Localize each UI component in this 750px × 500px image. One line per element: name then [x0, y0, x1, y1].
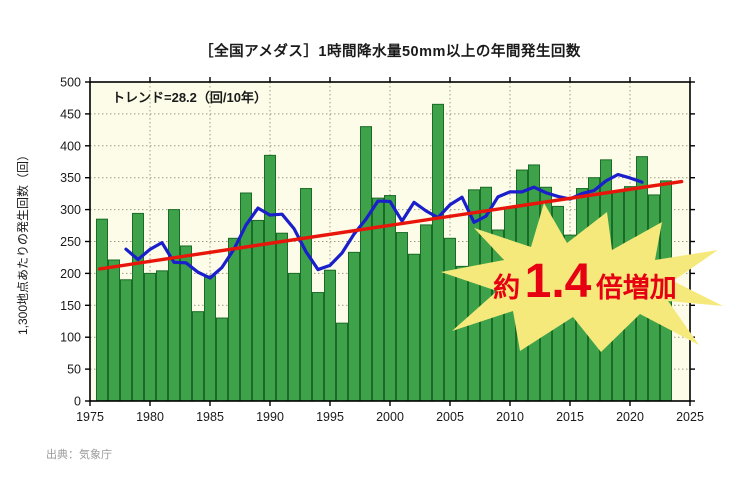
annotation-suffix: 倍増加: [596, 272, 677, 303]
bar-1979: [132, 212, 144, 402]
annotation-text: 約 1.4 倍増加: [493, 255, 677, 308]
highlight-starburst: 約 1.4 倍増加: [441, 203, 723, 352]
x-tick-label: 2000: [376, 410, 404, 424]
bar-1995: [324, 269, 336, 402]
y-tick-label: 0: [74, 395, 81, 409]
x-tick-label: 2015: [556, 410, 584, 424]
bar-2003: [420, 224, 432, 402]
x-tick-label: 2005: [436, 410, 464, 424]
y-tick-label: 450: [60, 107, 81, 121]
starburst-shape: [441, 203, 723, 352]
x-tick-label: 1995: [316, 410, 344, 424]
y-tick-label: 350: [60, 171, 81, 185]
trend-label: トレンド=28.2（回/10年）: [112, 90, 267, 105]
bar-1987: [228, 237, 240, 402]
y-tick-label: 400: [60, 139, 81, 153]
annotation-prefix: 約: [493, 272, 520, 303]
bar-1976: [96, 218, 108, 402]
bar-1978: [120, 279, 132, 402]
bar-1982: [168, 209, 180, 402]
x-tick-label: 2020: [616, 410, 644, 424]
bar-1980: [144, 272, 156, 402]
bar-1981: [156, 270, 168, 402]
source-credit: 出典：気象庁: [46, 447, 112, 461]
moving-average-line: [124, 172, 644, 280]
bar-1993: [300, 188, 312, 402]
y-tick-label: 150: [60, 299, 81, 313]
x-tick-label: 1990: [256, 410, 284, 424]
bar-1985: [204, 275, 216, 402]
y-tick-label: 100: [60, 331, 81, 345]
trend-line: [97, 179, 684, 271]
bar-1986: [216, 317, 228, 402]
bar-1977: [108, 259, 120, 402]
bar-1996: [336, 322, 348, 402]
bar-1991: [276, 232, 288, 402]
y-tick-label: 50: [67, 363, 81, 377]
bar-1983: [180, 245, 192, 402]
x-tick-label: 2010: [496, 410, 524, 424]
x-tick-label: 2025: [676, 410, 704, 424]
x-tick-label: 1975: [76, 410, 104, 424]
bar-2005: [444, 237, 456, 402]
annotation-number: 1.4: [525, 255, 592, 308]
y-axis-label: 1,300地点あたりの発生回数（回）: [15, 149, 30, 335]
bar-2001: [396, 232, 408, 402]
bar-2004: [432, 103, 444, 402]
bar-1998: [360, 126, 372, 402]
bar-1992: [288, 272, 300, 402]
bar-1994: [312, 292, 324, 402]
y-tick-label: 500: [60, 76, 81, 90]
bar-1990: [264, 154, 276, 402]
y-tick-label: 300: [60, 203, 81, 217]
bar-2006: [456, 265, 468, 402]
bar-1984: [192, 311, 204, 402]
y-tick-label: 250: [60, 235, 81, 249]
bar-2002: [408, 253, 420, 402]
bar-1989: [252, 219, 264, 402]
x-tick-label: 1980: [136, 410, 164, 424]
x-tick-label: 1985: [196, 410, 224, 424]
bar-1997: [348, 251, 360, 402]
y-tick-label: 200: [60, 267, 81, 281]
chart-title: ［全国アメダス］1時間降水量50mm以上の年間発生回数: [199, 42, 581, 60]
